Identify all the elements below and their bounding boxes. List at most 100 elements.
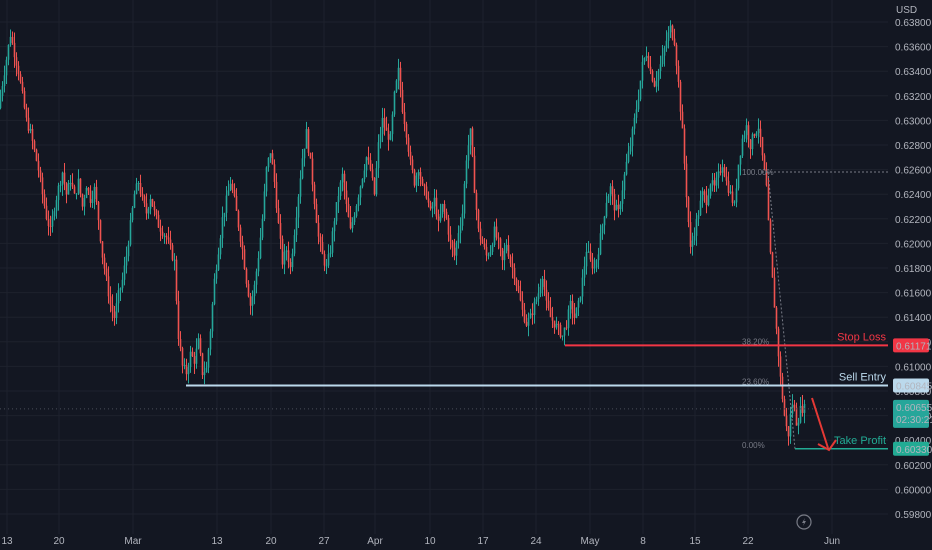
candle-body: [649, 66, 652, 71]
x-tick-label: Apr: [367, 536, 383, 547]
candle-body: [63, 172, 66, 184]
candle-body: [125, 256, 128, 266]
candle-body: [327, 254, 330, 266]
fib-100-label: 100.00%: [742, 168, 774, 177]
candle-body: [253, 284, 256, 297]
lightning-icon[interactable]: [796, 514, 812, 530]
candle-body: [153, 206, 156, 211]
candle-body: [61, 172, 64, 185]
candle-body: [201, 353, 204, 376]
candle-body: [321, 242, 324, 255]
candle-body: [417, 172, 420, 176]
candle-body: [527, 317, 530, 326]
candle-body: [761, 137, 764, 156]
candle-body: [347, 204, 350, 217]
candle-body: [335, 202, 338, 222]
candle-body: [439, 213, 442, 221]
candle-body: [167, 237, 170, 240]
candle-body: [119, 288, 122, 291]
candle-body: [771, 252, 774, 278]
candle-body: [469, 128, 472, 146]
candle-body: [315, 204, 318, 223]
candle-body: [541, 278, 544, 287]
candle-body: [581, 277, 584, 297]
take-profit-label: Take Profit: [834, 435, 886, 447]
candle-body: [435, 197, 438, 217]
price-axis[interactable]: 0.63800 0.63600 0.63400 0.63200 0.63000 0.628…: [893, 18, 932, 521]
candle-body: [241, 241, 244, 250]
candle-body: [103, 257, 106, 269]
candle-body: [531, 313, 534, 315]
y-tick-label: 0.60400: [895, 436, 932, 447]
candle-body: [669, 25, 672, 33]
candle-body: [89, 190, 92, 203]
candle-body: [637, 99, 640, 110]
candle-body: [635, 109, 638, 118]
candle-body: [493, 226, 496, 245]
candle-body: [325, 265, 328, 267]
candle-body: [687, 197, 690, 223]
candle-body: [543, 278, 546, 290]
candle-body: [193, 356, 196, 364]
candle-body: [243, 249, 246, 269]
candle-body: [275, 181, 278, 209]
candle-body: [115, 303, 118, 319]
candle-body: [137, 182, 140, 184]
candle-body: [513, 267, 516, 279]
candle-body: [485, 246, 488, 256]
candle-body: [701, 191, 704, 201]
candle-body: [465, 160, 468, 184]
candle-body: [111, 304, 114, 312]
candle-body: [373, 177, 376, 195]
candle-body: [713, 180, 716, 186]
candle-body: [613, 194, 616, 211]
candle-body: [399, 67, 402, 90]
candle-body: [503, 250, 506, 261]
candle-body: [683, 128, 686, 164]
candle-body: [285, 250, 288, 252]
candle-body: [69, 182, 72, 184]
candle-body: [413, 170, 416, 186]
y-tick-label: 0.63200: [895, 92, 932, 103]
candle-body: [245, 268, 248, 284]
candle-body: [199, 338, 202, 354]
y-tick-label: 0.60800: [895, 387, 932, 398]
candle-body: [191, 351, 194, 357]
candle-body: [93, 186, 96, 200]
candle-body: [5, 59, 8, 76]
candle-body: [329, 252, 332, 255]
candle-body: [559, 324, 562, 337]
candle-body: [571, 300, 574, 314]
candle-body: [599, 233, 602, 255]
candle-body: [371, 169, 374, 178]
candle-body: [553, 320, 556, 328]
candle-body: [309, 152, 312, 159]
candle-body: [695, 218, 698, 236]
candle-body: [397, 67, 400, 81]
candle-body: [345, 190, 348, 205]
candle-body: [351, 222, 354, 229]
candle-body: [717, 171, 720, 178]
candle-body: [369, 160, 372, 170]
candle-body: [121, 279, 124, 289]
candle-body: [645, 55, 648, 59]
candle-body: [39, 170, 42, 178]
candle-body: [577, 300, 580, 308]
time-axis[interactable]: 13 20 Mar 13 20 27 Apr 10 17 24 May 8 15 22 Jun: [1, 536, 840, 547]
candle-body: [0, 95, 2, 109]
candle-body: [331, 231, 334, 253]
candle-body: [171, 245, 174, 260]
candle-body: [401, 89, 404, 113]
current-price-label: 0.60655: [896, 403, 932, 414]
candle-body: [23, 91, 26, 108]
candle-body: [75, 193, 78, 195]
stop-loss-label: Stop Loss: [837, 331, 886, 343]
candle-body: [411, 159, 414, 171]
candle-body: [481, 239, 484, 244]
candle-body: [205, 367, 208, 373]
candle-body: [141, 193, 144, 197]
candle-body: [341, 173, 344, 183]
candle-body: [699, 200, 702, 216]
take-profit-fib-label: 0.00%: [742, 441, 765, 450]
